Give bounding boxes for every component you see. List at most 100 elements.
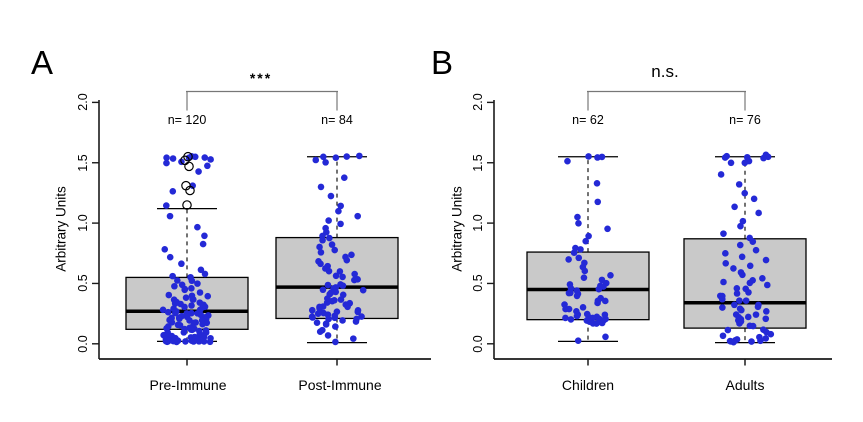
jitter-dot (204, 162, 211, 170)
jitter-dot (201, 154, 209, 161)
jitter-dot (351, 276, 358, 284)
outlier-circle (185, 185, 195, 196)
jitter-dot (337, 220, 344, 228)
jitter-dot (722, 259, 730, 267)
jitter-dot (171, 300, 179, 307)
category-label-post-immune: Post-Immune (298, 377, 382, 393)
jitter-dot (185, 154, 193, 161)
sample-size-post-immune: n= 84 (321, 113, 353, 127)
jitter-dot (343, 256, 351, 264)
jitter-dot (332, 154, 340, 161)
jitter-dot (733, 290, 741, 297)
jitter-dot (174, 277, 181, 284)
jitter-dot (582, 237, 589, 245)
jitter-dot (581, 267, 589, 275)
jitter-dot (339, 317, 346, 324)
jitter-dot (191, 153, 199, 161)
jitter-dot (579, 304, 587, 311)
jitter-dot (348, 251, 355, 259)
jitter-dot (204, 292, 212, 300)
jitter-dot (339, 282, 347, 289)
jitter-dot (178, 260, 185, 268)
jitter-dot (575, 254, 583, 262)
jitter-dot (317, 260, 324, 268)
jitter-dot (741, 189, 749, 197)
iqr-box (683, 238, 807, 329)
jitter-dot (737, 222, 744, 230)
jitter-dot (170, 337, 177, 345)
sample-size-pre-immune: n= 120 (167, 113, 207, 127)
jitter-dot (750, 195, 758, 203)
jitter-dot (199, 240, 207, 248)
jitter-dot (752, 311, 760, 318)
jitter-dot (354, 212, 361, 220)
jitter-dot (574, 213, 581, 221)
jitter-dot (745, 289, 752, 296)
category-label-pre-immune: Pre-Immune (149, 377, 227, 393)
y-tick-label: 2.0 (76, 93, 90, 112)
jitter-dot (573, 292, 581, 300)
y-tick-label: 0.0 (471, 335, 485, 353)
jitter-dot (169, 155, 177, 162)
jitter-dot (356, 152, 363, 160)
jitter-dot (322, 321, 330, 328)
jitter-dot (328, 297, 336, 305)
y-tick-label: 0.0 (76, 335, 90, 353)
jitter-dot (739, 217, 747, 225)
jitter-dot (317, 183, 325, 191)
jitter-dot (762, 335, 770, 342)
jitter-dot (197, 311, 205, 319)
jitter-dot (352, 318, 360, 325)
jitter-dot (319, 286, 327, 294)
jitter-dot (199, 320, 206, 328)
jitter-dot (200, 338, 208, 345)
y-tick-label: 0.5 (471, 274, 485, 293)
jitter-dot (188, 285, 195, 292)
jitter-dot (322, 159, 329, 166)
jitter-dot (343, 153, 351, 160)
jitter-dot (182, 338, 189, 345)
jitter-dot (324, 332, 332, 339)
jitter-dot (575, 219, 582, 227)
panel-b-significance-label: n.s. (651, 62, 679, 81)
jitter-dot (604, 225, 611, 233)
jitter-dot (327, 192, 335, 200)
jitter-dot (331, 314, 339, 322)
jitter-dot (731, 301, 738, 309)
jitter-dot (335, 207, 342, 215)
jitter-dot (565, 289, 573, 297)
jitter-dot (194, 223, 201, 231)
jitter-dot (577, 246, 584, 253)
outlier-circle (182, 200, 192, 210)
jitter-dot (594, 299, 601, 307)
jitter-dot (767, 330, 775, 338)
jitter-dot (718, 295, 726, 303)
jitter-dot (720, 230, 727, 237)
jitter-dot (720, 278, 727, 286)
jitter-dot (738, 253, 746, 261)
y-tick-label: 2.0 (471, 93, 485, 112)
jitter-dot (358, 313, 365, 320)
jitter-dot (736, 320, 743, 327)
jitter-dot (196, 289, 204, 296)
jitter-dot (598, 319, 606, 327)
jitter-dot (337, 296, 345, 303)
jitter-dot (332, 323, 339, 330)
y-tick-label: 1.5 (471, 154, 485, 172)
jitter-dot (764, 281, 771, 289)
jitter-dot (194, 280, 201, 287)
jitter-dot (169, 187, 177, 195)
jitter-dot (717, 171, 725, 178)
jitter-dot (312, 156, 320, 164)
jitter-dot (741, 159, 749, 167)
y-tick-label: 1.5 (76, 154, 90, 172)
jitter-dot (565, 256, 572, 263)
jitter-dot (332, 272, 340, 280)
jitter-dot (757, 337, 764, 345)
jitter-dot (351, 270, 358, 278)
jitter-dot (733, 285, 741, 292)
jitter-dot (195, 168, 202, 175)
jitter-dot (316, 328, 324, 336)
jitter-dot (314, 310, 322, 317)
jitter-dot (159, 306, 167, 314)
